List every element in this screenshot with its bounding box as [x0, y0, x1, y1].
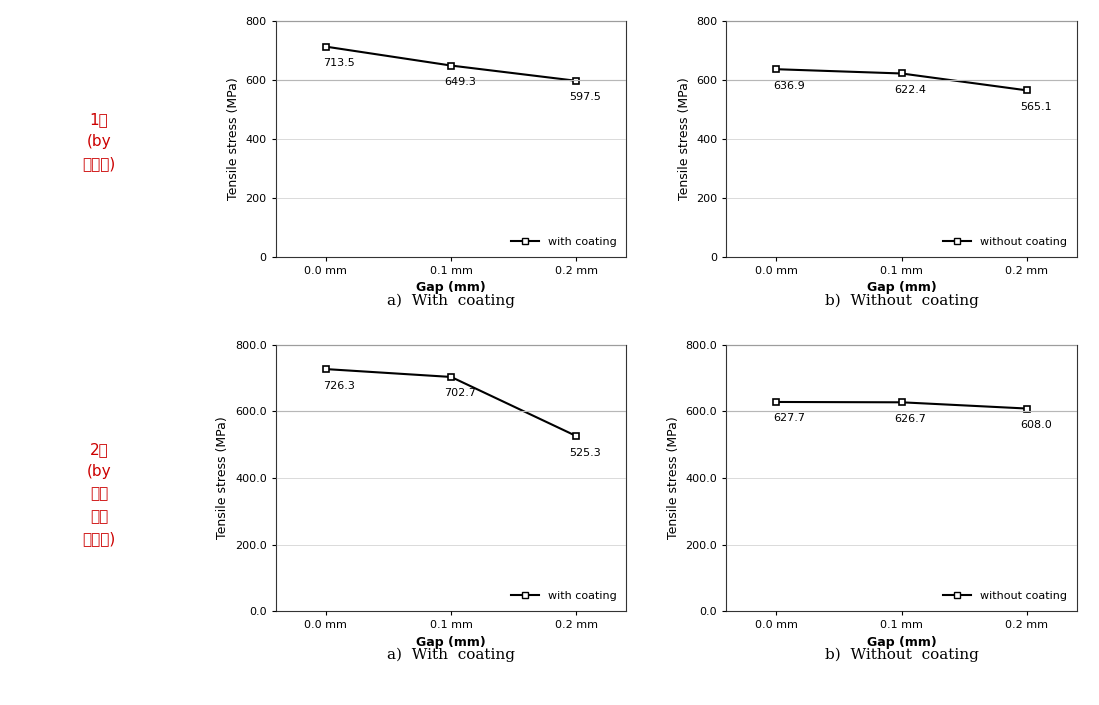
- Text: 636.9: 636.9: [774, 80, 806, 91]
- Y-axis label: Tensile stress (MPa): Tensile stress (MPa): [227, 78, 240, 200]
- Text: 713.5: 713.5: [323, 58, 355, 68]
- X-axis label: Gap (mm): Gap (mm): [417, 636, 486, 649]
- X-axis label: Gap (mm): Gap (mm): [417, 281, 486, 295]
- Y-axis label: Tensile stress (MPa): Tensile stress (MPa): [667, 417, 680, 539]
- Text: 726.3: 726.3: [323, 381, 355, 391]
- Legend: without coating: without coating: [939, 587, 1072, 606]
- Text: 565.1: 565.1: [1020, 102, 1052, 112]
- Text: 608.0: 608.0: [1020, 420, 1052, 430]
- Text: 627.7: 627.7: [774, 413, 806, 424]
- X-axis label: Gap (mm): Gap (mm): [867, 281, 936, 295]
- Text: 622.4: 622.4: [895, 85, 926, 95]
- Legend: without coating: without coating: [939, 233, 1072, 252]
- Text: 702.7: 702.7: [444, 388, 476, 398]
- Text: a)  With  coating: a) With coating: [387, 648, 515, 662]
- Legend: with coating: with coating: [507, 587, 621, 606]
- Legend: with coating: with coating: [507, 233, 621, 252]
- Text: a)  With  coating: a) With coating: [387, 293, 515, 308]
- Text: 2차
(by
화학
시험
연구원): 2차 (by 화학 시험 연구원): [82, 442, 115, 546]
- Text: b)  Without  coating: b) Without coating: [824, 293, 978, 308]
- Y-axis label: Tensile stress (MPa): Tensile stress (MPa): [678, 78, 690, 200]
- Text: b)  Without  coating: b) Without coating: [824, 648, 978, 662]
- Text: 597.5: 597.5: [569, 92, 601, 102]
- Text: 626.7: 626.7: [895, 414, 926, 424]
- Text: 525.3: 525.3: [569, 448, 601, 458]
- Text: 1차
(by
생기원): 1차 (by 생기원): [82, 112, 115, 171]
- Y-axis label: Tensile stress (MPa): Tensile stress (MPa): [217, 417, 230, 539]
- X-axis label: Gap (mm): Gap (mm): [867, 636, 936, 649]
- Text: 649.3: 649.3: [444, 77, 476, 87]
